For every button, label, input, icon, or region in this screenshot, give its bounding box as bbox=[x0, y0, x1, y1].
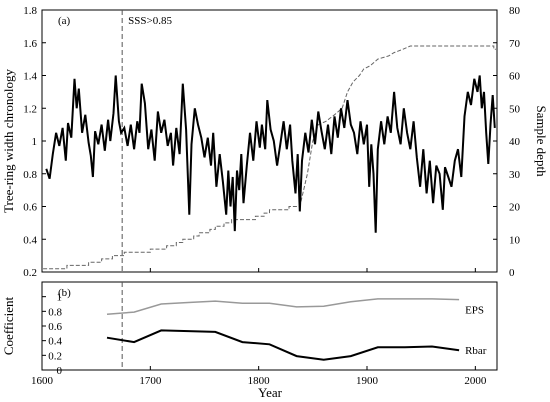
series-rbar-label: Rbar bbox=[465, 345, 487, 357]
panel-a-y2-axis-title: Sample depth bbox=[534, 105, 549, 177]
b-xtick-label: 1900 bbox=[356, 375, 379, 387]
panel-a-y-axis-title: Tree-ring width chronology bbox=[1, 69, 16, 213]
panel-b-x-ticks: 1600 1700 1800 1900 2000 bbox=[31, 366, 487, 387]
b-ytick-label: 0 bbox=[57, 365, 63, 377]
panel-b-label: (b) bbox=[58, 287, 71, 299]
a-y2tick-label: 80 bbox=[509, 5, 521, 17]
a-y2tick-label: 40 bbox=[509, 136, 521, 148]
a-y2tick-label: 30 bbox=[509, 169, 521, 181]
series-rbar-line bbox=[106, 329, 460, 361]
b-xtick-label: 1800 bbox=[248, 375, 271, 387]
a-y2tick-label: 10 bbox=[509, 234, 521, 246]
a-y2tick-label: 70 bbox=[509, 38, 521, 50]
chronology-line bbox=[45, 75, 496, 233]
a-ytick-label: 1.6 bbox=[23, 38, 37, 50]
a-ytick-label: 0.8 bbox=[23, 169, 37, 181]
b-ytick-label: 0.4 bbox=[48, 336, 62, 348]
a-y2tick-label: 0 bbox=[509, 267, 515, 279]
a-ytick-label: 0.4 bbox=[23, 234, 37, 246]
panel-a-label: (a) bbox=[58, 15, 71, 27]
panel-b: 0 0.2 0.4 0.6 0.8 1 1600 1700 1800 1900 2000 EPS R… bbox=[1, 281, 498, 400]
a-y2tick-label: 50 bbox=[509, 103, 521, 115]
a-ytick-label: 1 bbox=[32, 136, 38, 148]
panel-a-left-ticks: 0.2 0.4 0.6 0.8 1 1.2 1.4 1.6 1.8 bbox=[23, 5, 46, 279]
a-y2tick-label: 60 bbox=[509, 71, 521, 83]
a-ytick-label: 1.8 bbox=[23, 5, 37, 17]
a-ytick-label: 0.2 bbox=[23, 267, 37, 279]
panel-a-right-ticks: 0 10 20 30 40 50 60 70 80 bbox=[493, 5, 521, 279]
a-ytick-label: 1.4 bbox=[23, 71, 37, 83]
b-ytick-label: 1 bbox=[57, 292, 63, 304]
a-y2tick-label: 20 bbox=[509, 202, 521, 214]
b-xtick-label: 1700 bbox=[139, 375, 162, 387]
sample-depth-line bbox=[43, 45, 496, 270]
panel-b-frame bbox=[41, 281, 498, 371]
panel-a: 0.2 0.4 0.6 0.8 1 1.2 1.4 1.6 1.8 0 10 20 30 40 50 60 7… bbox=[1, 5, 549, 279]
panel-b-y-axis-title: Coefficient bbox=[1, 296, 16, 355]
b-xtick-label: 1600 bbox=[31, 375, 54, 387]
panel-b-series: EPS Rbar bbox=[106, 298, 487, 361]
series-eps-label: EPS bbox=[465, 305, 484, 317]
a-ytick-label: 1.2 bbox=[23, 103, 37, 115]
sss-annotation: SSS>0.85 bbox=[128, 15, 172, 27]
a-ytick-label: 0.6 bbox=[23, 202, 37, 214]
b-ytick-label: 0.8 bbox=[48, 306, 62, 318]
panel-a-x-ticks bbox=[41, 268, 476, 272]
b-ytick-label: 0.2 bbox=[48, 350, 62, 362]
panel-b-y-ticks: 0 0.2 0.4 0.6 0.8 1 bbox=[42, 292, 63, 377]
b-ytick-label: 0.6 bbox=[48, 321, 62, 333]
x-axis-title: Year bbox=[258, 385, 283, 400]
series-eps-line bbox=[106, 298, 460, 316]
b-xtick-label: 2000 bbox=[464, 375, 487, 387]
